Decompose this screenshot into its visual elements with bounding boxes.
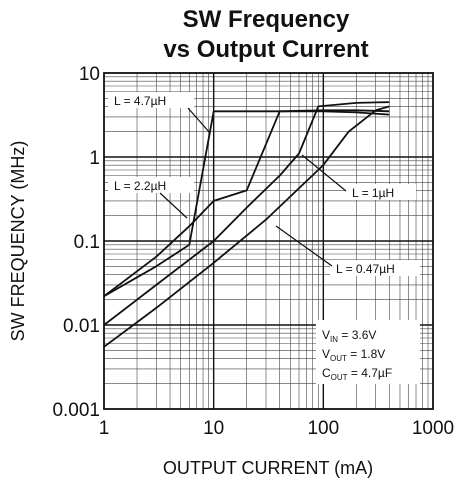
plot-frame: [103, 72, 434, 410]
y-tick-labels: 0.001 0.01 0.1 1 10: [52, 64, 100, 421]
y-tick-label: 1: [89, 148, 100, 169]
conditions-box: VIN = 3.6V VOUT = 1.8V COUT = 4.7µF: [316, 320, 420, 384]
leader-line-2-2uh: [159, 192, 188, 219]
y-tick-label: 0.001: [52, 400, 100, 421]
annotation-4-7uh: L = 4.7µH: [108, 92, 211, 134]
series-lines: [103, 101, 390, 348]
leader-line-0-47uh: [275, 225, 333, 267]
chart-title-line1: SW Frequency: [183, 6, 350, 33]
y-tick-label: 0.01: [63, 316, 100, 337]
leader-line-1uh: [301, 154, 347, 192]
annotation-0-47uh-label: L = 0.47µH: [336, 262, 395, 276]
x-axis-label: OUTPUT CURRENT (mA): [163, 458, 373, 478]
annotation-1uh-label: L = 1µH: [352, 186, 394, 200]
condition-vin: VIN = 3.6V: [322, 328, 376, 344]
series-line-1: [103, 109, 390, 297]
y-tick-label: 10: [79, 64, 100, 85]
y-tick-label: 0.1: [74, 232, 100, 253]
x-tick-label: 1000: [412, 418, 454, 439]
annotation-4-7uh-label: L = 4.7µH: [114, 94, 166, 108]
x-tick-labels: 1 10 100 1000: [99, 418, 454, 439]
annotation-1uh: L = 1µH: [301, 154, 416, 200]
annotation-2-2uh-label: L = 2.2µH: [114, 179, 166, 193]
series-line-2: [103, 101, 390, 326]
annotation-2-2uh: L = 2.2µH: [108, 177, 194, 219]
x-tick-label: 1: [99, 418, 110, 439]
annotation-0-47uh: L = 0.47µH: [275, 225, 420, 276]
series-line-3: [103, 105, 390, 348]
condition-vout: VOUT = 1.8V: [322, 347, 385, 363]
series-line-0: [103, 110, 390, 297]
x-tick-label: 10: [203, 418, 224, 439]
x-tick-label: 100: [307, 418, 339, 439]
condition-cout: COUT = 4.7µF: [322, 366, 392, 382]
chart-title-line2: vs Output Current: [163, 36, 368, 63]
leader-line-4-7uh: [187, 107, 211, 134]
y-axis-label: SW FREQUENCY (MHz): [8, 141, 28, 342]
